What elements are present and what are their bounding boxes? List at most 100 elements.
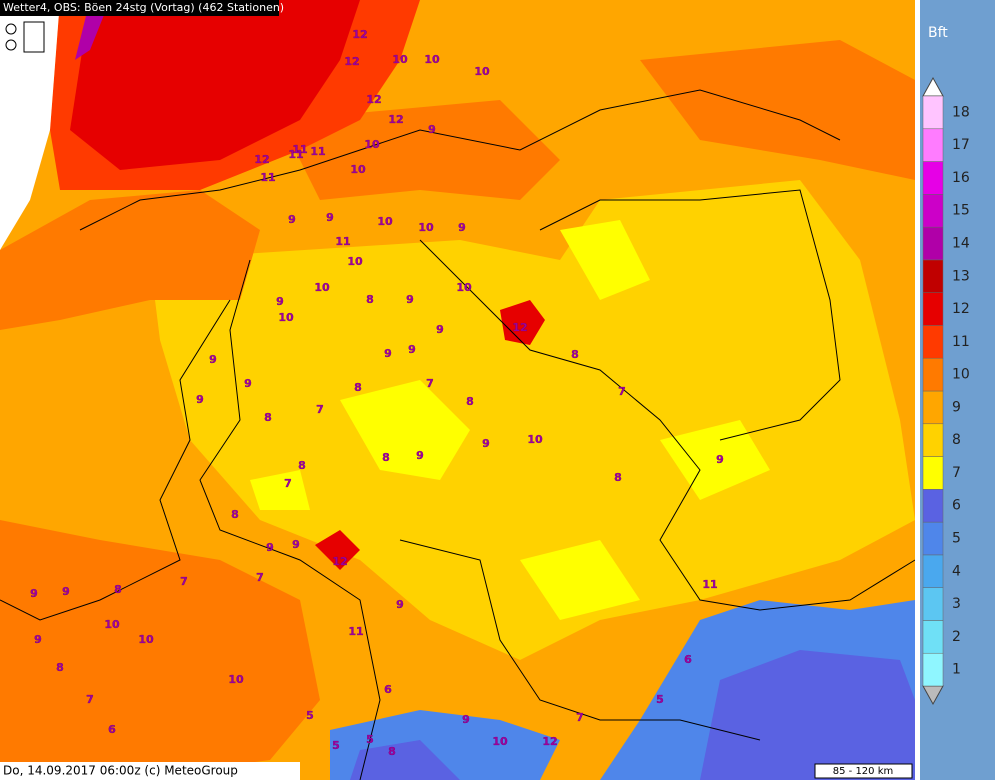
station-value: 7 (618, 385, 626, 398)
station-value: 9 (408, 343, 416, 356)
station-value: 8 (366, 293, 374, 306)
legend-label: 4 (952, 563, 961, 579)
station-value: 10 (424, 53, 440, 66)
legend-label: 9 (952, 399, 961, 415)
station-value: 11 (260, 171, 275, 184)
station-value: 8 (614, 471, 622, 484)
legend-swatch (922, 292, 944, 326)
legend-label: 2 (952, 629, 961, 645)
station-value: 9 (458, 221, 466, 234)
station-value: 8 (571, 348, 579, 361)
footer-bar (0, 762, 300, 780)
legend-label: 6 (952, 498, 961, 514)
field-12-local (315, 300, 545, 570)
station-value: 9 (244, 377, 252, 390)
station-value: 10 (527, 433, 543, 446)
legend-separator (915, 0, 920, 780)
station-value: 5 (306, 709, 314, 722)
station-value: 8 (298, 459, 306, 472)
pan-control[interactable] (23, 21, 45, 53)
zoom-controls[interactable] (5, 21, 45, 53)
station-value: 9 (30, 587, 38, 600)
field-7 (250, 220, 770, 620)
station-value: 12 (366, 93, 381, 106)
legend-swatch (922, 620, 944, 654)
station-value: 9 (482, 437, 490, 450)
station-value: 10 (350, 163, 366, 176)
station-value: 8 (466, 395, 474, 408)
scale-text: 85 - 120 km (833, 766, 894, 777)
station-value: 9 (34, 633, 42, 646)
legend-swatch (922, 161, 944, 195)
station-value: 7 (180, 575, 188, 588)
station-value: 10 (456, 281, 472, 294)
station-value: 8 (114, 583, 122, 596)
station-value: 7 (426, 377, 434, 390)
station-value: 9 (62, 585, 70, 598)
station-value: 8 (382, 451, 390, 464)
station-value: 7 (316, 403, 324, 416)
legend-label: 16 (952, 170, 970, 186)
station-value: 10 (104, 618, 120, 631)
legend-swatch (922, 95, 944, 130)
station-value: 9 (288, 213, 296, 226)
station-value: 12 (388, 113, 403, 126)
station-value: 11 (310, 145, 325, 158)
station-value: 5 (366, 733, 374, 746)
station-value: 10 (474, 65, 490, 78)
header-title: Wetter4, OBS: Böen 24stg (Vortag) (462 S… (3, 1, 284, 14)
station-value: 9 (384, 347, 392, 360)
zoom-out[interactable] (5, 39, 17, 51)
station-value: 9 (292, 538, 300, 551)
station-value: 10 (314, 281, 330, 294)
station-value: 7 (284, 477, 292, 490)
station-value: 10 (364, 138, 380, 151)
station-value: 8 (56, 661, 64, 674)
station-value: 10 (347, 255, 363, 268)
station-value: 9 (406, 293, 414, 306)
station-value: 12 (352, 28, 367, 41)
legend-label: 11 (952, 334, 970, 350)
zoom-in[interactable] (5, 23, 17, 35)
station-value: 12 (332, 555, 347, 568)
station-value: 7 (256, 571, 264, 584)
station-value: 12 (512, 321, 527, 334)
station-value: 9 (326, 211, 334, 224)
legend-swatch (922, 587, 944, 621)
legend-swatch (922, 194, 944, 228)
legend-label: 12 (952, 301, 970, 317)
station-value: 6 (684, 653, 692, 666)
station-value: 8 (354, 381, 362, 394)
borders (0, 89, 916, 780)
legend-swatch (922, 489, 944, 523)
legend-swatch (922, 652, 944, 687)
station-value: 12 (254, 153, 269, 166)
legend-swatch (922, 423, 944, 457)
station-value: 9 (276, 295, 284, 308)
legend-label: 18 (952, 104, 970, 120)
no-data (0, 0, 60, 250)
legend-title: Bft (928, 25, 948, 41)
station-value: 10 (392, 53, 408, 66)
station-value: 9 (716, 453, 724, 466)
legend-label: 1 (952, 662, 961, 678)
station-value: 5 (332, 739, 340, 752)
station-value: 8 (264, 411, 272, 424)
station-value: 12 (344, 55, 359, 68)
legend-label: 8 (952, 432, 961, 448)
station-value: 10 (228, 673, 244, 686)
station-value: 9 (196, 393, 204, 406)
field-10 (0, 40, 915, 780)
legend-swatch (922, 325, 944, 359)
station-value: 7 (576, 711, 584, 724)
legend-swatch (922, 554, 944, 588)
legend-swatch (922, 390, 944, 425)
station-value: 9 (266, 541, 274, 554)
legend-swatch (922, 259, 944, 293)
station-value: 8 (231, 508, 239, 521)
header-bar (0, 0, 279, 16)
scale-bar (814, 763, 913, 779)
